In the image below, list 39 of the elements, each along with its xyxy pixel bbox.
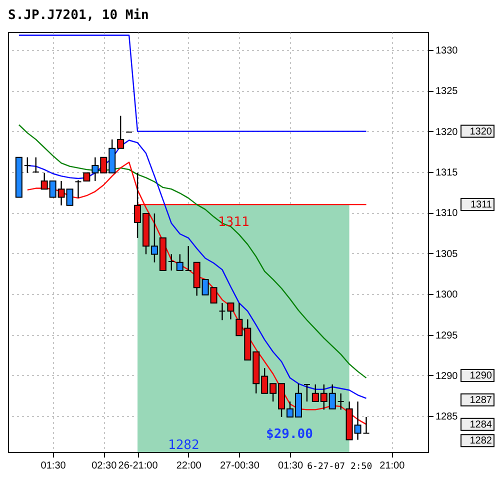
x-tick-label: 22:00 [176, 460, 202, 472]
candlestick [184, 245, 192, 272]
y-tick-label: 1305 [436, 248, 458, 260]
candlestick [337, 392, 344, 410]
candlestick [227, 302, 234, 320]
y-tick-label: 1315 [436, 168, 458, 178]
candlestick [303, 384, 310, 402]
candlestick [74, 180, 82, 199]
y-tick-label: 1290 [436, 370, 458, 382]
annotation: 1282 [168, 438, 200, 453]
line-series [26, 162, 367, 425]
y-tick-label: 1285 [436, 412, 458, 423]
text: 1282 [470, 436, 492, 447]
annotation: $29.00 [266, 427, 314, 442]
y-tick-label: 1310 [436, 208, 458, 220]
text: 6-27-07 2:50 [307, 462, 372, 472]
text: 1320 [470, 126, 492, 138]
x-tick-label: 02:30 [92, 460, 118, 472]
x-tick-label: 26-21:00 [118, 460, 158, 472]
y-tick-label: 1295 [436, 330, 458, 342]
candlestick [218, 302, 226, 321]
candlestick [168, 254, 175, 272]
x-tick-label: 27-00:30 [220, 460, 260, 472]
x-tick-label: 01:30 [40, 460, 66, 472]
x-tick-label: 21:00 [380, 460, 406, 472]
y-tick-label: 1325 [436, 86, 458, 98]
y-tick-label: 1330 [436, 45, 458, 56]
annotation: 1311 [218, 215, 250, 230]
candlestick [176, 254, 184, 272]
y-tick-label: 1300 [436, 290, 458, 301]
candlestick [32, 156, 40, 174]
y-tick-label: 1320 [436, 126, 458, 138]
x-tick-label: 01:30 [278, 460, 304, 472]
candlestick [24, 156, 31, 174]
chart-title: S.JP.J7201, 10 Min [8, 8, 149, 23]
text: 1284 [470, 419, 492, 430]
text: 1290 [470, 370, 492, 382]
text: 1287 [470, 394, 492, 406]
text: 1311 [470, 200, 492, 211]
